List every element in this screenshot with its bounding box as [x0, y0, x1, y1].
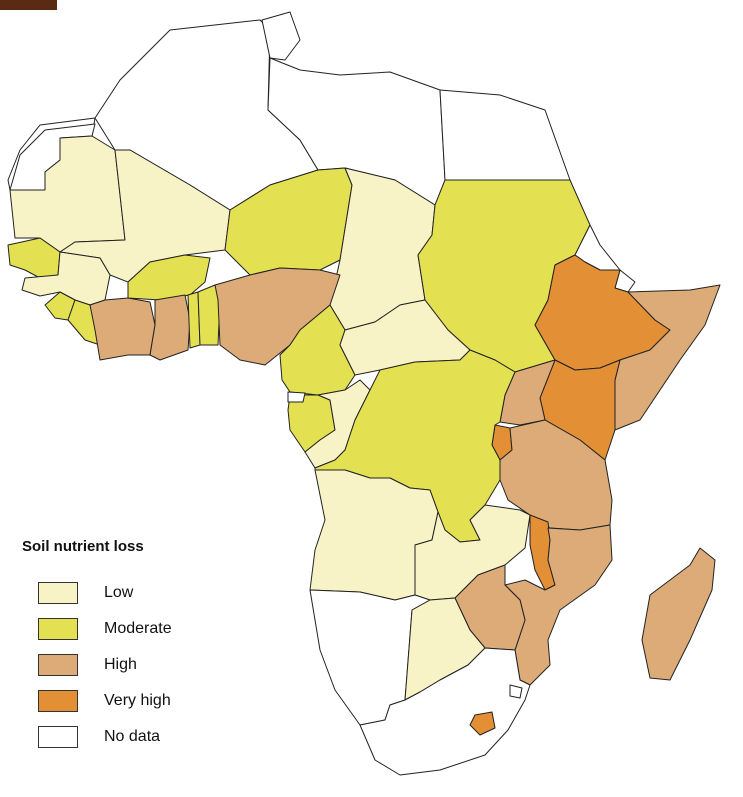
map-legend: Soil nutrient loss Low Moderate High Very h…: [22, 538, 172, 755]
legend-label-no-data: No data: [104, 728, 161, 745]
region-equatorial-guinea[interactable]: [287, 391, 306, 403]
legend-label-high: High: [104, 656, 137, 673]
region-eswatini[interactable]: [509, 684, 523, 699]
region-cote-divoire[interactable]: [89, 297, 156, 361]
region-ghana[interactable]: [149, 294, 191, 361]
legend-label-low: Low: [104, 584, 134, 601]
region-south-africa[interactable]: [359, 647, 531, 776]
region-egypt[interactable]: [439, 89, 571, 181]
legend-item-high: High: [22, 647, 172, 683]
region-madagascar[interactable]: [641, 547, 716, 681]
legend-items: Low Moderate High Very high No data: [22, 575, 172, 755]
legend-label-very-high: Very high: [104, 692, 171, 709]
legend-item-low: Low: [22, 575, 172, 611]
region-tunisia[interactable]: [261, 11, 301, 61]
legend-swatch-no-data: [38, 726, 78, 748]
legend-swatch-low: [38, 582, 78, 604]
legend-item-very-high: Very high: [22, 683, 172, 719]
legend-item-no-data: No data: [22, 719, 172, 755]
legend-item-moderate: Moderate: [22, 611, 172, 647]
region-lesotho[interactable]: [469, 711, 496, 736]
legend-swatch-high: [38, 654, 78, 676]
legend-label-moderate: Moderate: [104, 620, 172, 637]
corner-accent-tab: [0, 0, 57, 10]
legend-swatch-very-high: [38, 690, 78, 712]
legend-title: Soil nutrient loss: [22, 538, 144, 555]
legend-swatch-moderate: [38, 618, 78, 640]
region-burkina-faso[interactable]: [127, 254, 211, 301]
